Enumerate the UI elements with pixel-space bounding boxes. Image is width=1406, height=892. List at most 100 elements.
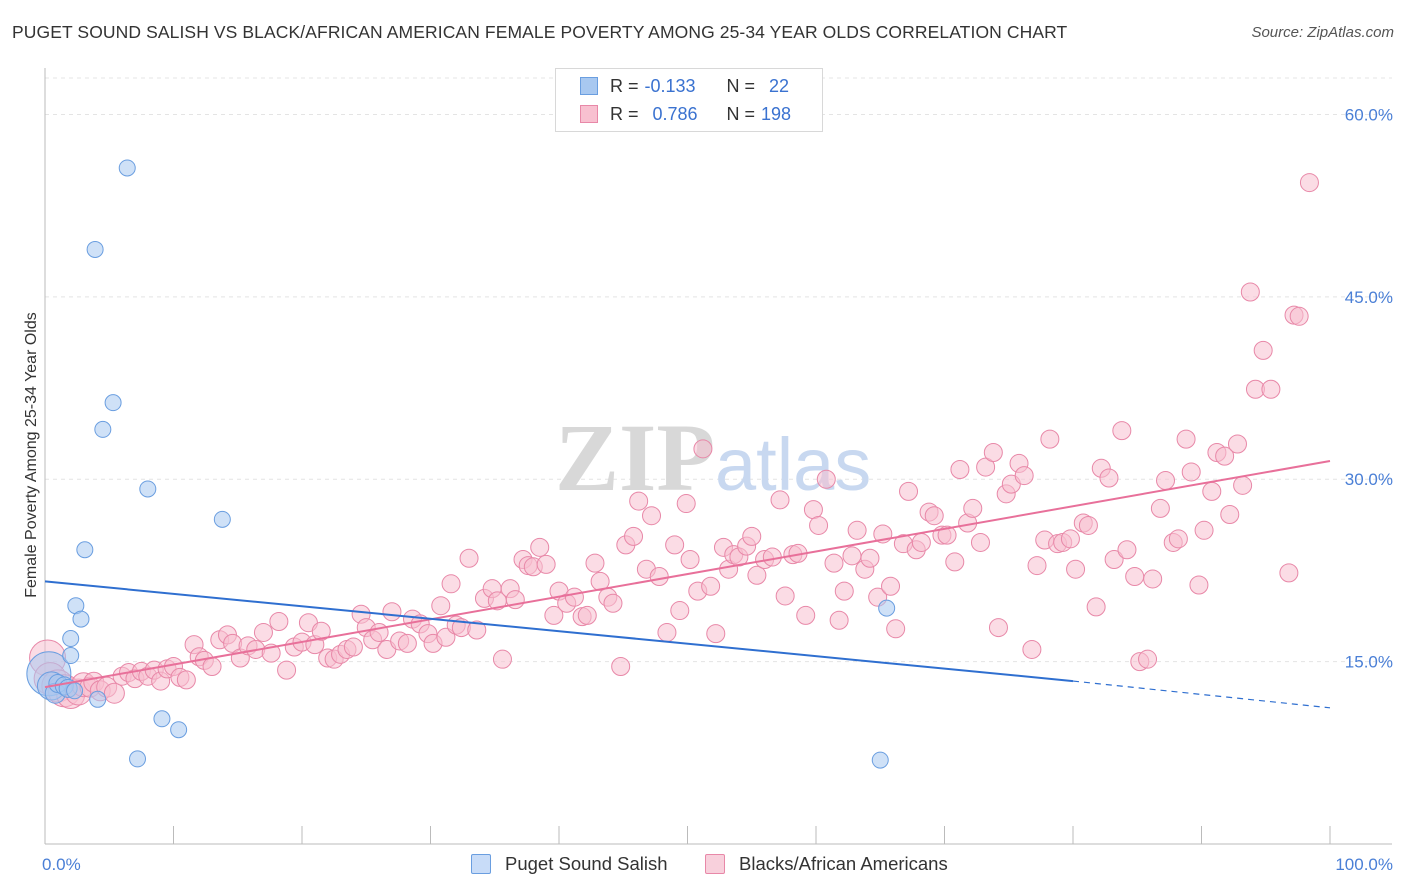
y-tick-label: 60.0% (1345, 105, 1393, 124)
gridlines (45, 77, 1392, 663)
data-point-black (1104, 549, 1124, 569)
data-point-black (881, 576, 901, 596)
data-point-salish (66, 682, 84, 700)
data-point-black (770, 490, 790, 510)
data-point-black (680, 549, 700, 569)
data-point-black (842, 546, 862, 566)
data-point-black (976, 457, 996, 477)
data-point-black (924, 506, 944, 526)
data-point-salish (170, 721, 188, 739)
data-point-black (1176, 429, 1196, 449)
data-point-black (1125, 567, 1145, 587)
data-point-black (1150, 498, 1170, 518)
data-point-black (937, 525, 957, 545)
data-point-black (970, 532, 990, 552)
data-point-salish (153, 710, 171, 728)
data-point-black (649, 567, 669, 587)
legend-r-value: -0.133 (644, 75, 696, 96)
data-point-salish (89, 690, 107, 708)
data-point-black (1253, 340, 1273, 360)
data-point-black (988, 618, 1008, 638)
data-point-black (577, 605, 597, 625)
data-point-black (1240, 282, 1260, 302)
bottom-legend-salish: Puget Sound Salish (471, 851, 668, 877)
data-point-black (1099, 468, 1119, 488)
trend-line-black (44, 460, 1331, 689)
legend-swatch-black (580, 105, 598, 123)
data-point-black (629, 491, 649, 511)
data-point-black (747, 565, 767, 585)
data-point-black (945, 552, 965, 572)
data-point-black (860, 548, 880, 568)
data-point-salish (139, 480, 157, 498)
data-point-black (467, 620, 487, 640)
data-point-black (642, 506, 662, 526)
data-point-black (103, 682, 125, 704)
data-point-salish (62, 647, 80, 665)
data-point-black (492, 649, 512, 669)
series-blacks-african-americans (29, 173, 1319, 709)
legend-r-value: 0.786 (652, 103, 698, 124)
data-point-black (1022, 639, 1042, 659)
data-point-salish (86, 240, 104, 258)
data-point-black (1117, 540, 1137, 560)
data-point-salish (871, 751, 889, 769)
data-point-black (1220, 504, 1240, 524)
data-point-black (1078, 515, 1098, 535)
data-point-salish (129, 750, 147, 768)
data-point-black (369, 622, 389, 642)
data-point-black (742, 526, 762, 546)
data-point-black (1299, 173, 1319, 193)
legend-r-label: R = (610, 103, 639, 124)
data-point-black (1066, 559, 1086, 579)
trend-line-salish (44, 580, 1074, 683)
bottom-legend-swatch-black (705, 854, 725, 874)
data-point-black (775, 586, 795, 606)
trend-lines (44, 460, 1331, 709)
data-point-black (693, 439, 713, 459)
source-label: Source: ZipAtlas.com (1251, 24, 1394, 41)
data-point-black (431, 596, 451, 616)
bottom-legend-black: Blacks/African Americans (705, 851, 948, 877)
data-point-black (311, 621, 331, 641)
data-point-black (1027, 556, 1047, 576)
data-point-black (1215, 446, 1235, 466)
data-point-salish (76, 541, 94, 559)
data-point-black (706, 624, 726, 644)
data-point-black (950, 460, 970, 480)
data-point-black (1202, 481, 1222, 501)
data-point-black (676, 494, 696, 514)
legend-row-salish: R = -0.133 N = 22 (580, 74, 789, 98)
data-point-black (1086, 597, 1106, 617)
data-point-black (544, 605, 564, 625)
tick-labels: 15.0% 30.0% 45.0% 60.0% 0.0% 100.0% (42, 105, 1393, 874)
data-point-black (1289, 306, 1309, 326)
data-point-salish (94, 420, 112, 438)
data-point-black (803, 500, 823, 520)
data-point-black (796, 605, 816, 625)
data-point-black (1112, 421, 1132, 441)
data-point-black (1279, 563, 1299, 583)
data-point-black (343, 637, 363, 657)
bottom-legend-label-black: Blacks/African Americans (739, 853, 948, 874)
data-point-black (1261, 379, 1281, 399)
x-tick-label: 0.0% (42, 855, 81, 874)
data-point-black (1014, 466, 1034, 486)
data-point-black (624, 526, 644, 546)
data-point-black (829, 610, 849, 630)
y-tick-label: 45.0% (1345, 288, 1393, 307)
data-point-black (834, 581, 854, 601)
bottom-legend-label-salish: Puget Sound Salish (505, 853, 668, 874)
data-point-black (397, 633, 417, 653)
data-point-black (253, 622, 273, 642)
data-point-black (847, 520, 867, 540)
legend-row-black: R = 0.786 N = 198 (580, 102, 791, 126)
data-point-black (530, 537, 550, 557)
data-point-black (603, 593, 623, 613)
data-point-salish (104, 394, 122, 412)
legend-n-label: N = (726, 103, 756, 124)
legend-swatch-salish (580, 77, 598, 95)
data-point-black (202, 656, 222, 676)
axes (44, 68, 1392, 845)
data-point-salish (62, 630, 80, 648)
